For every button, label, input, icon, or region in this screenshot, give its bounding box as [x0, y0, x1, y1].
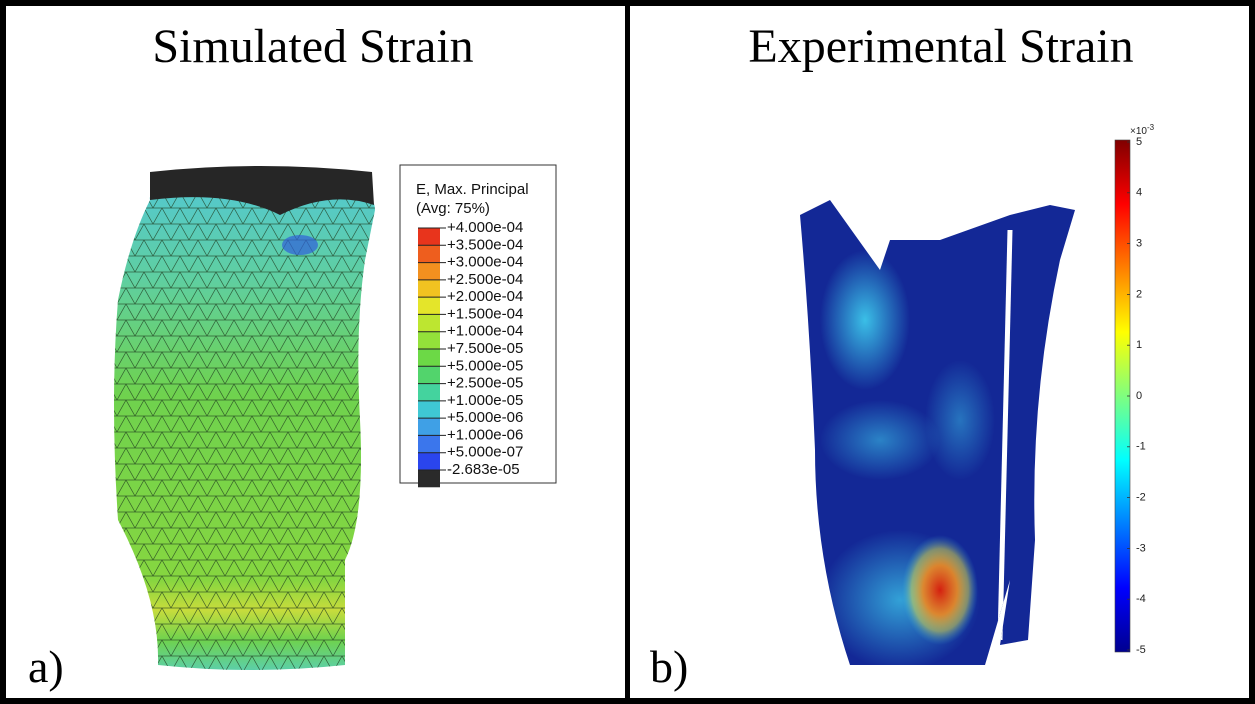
legend-swatch: [418, 262, 440, 280]
panel-label: a): [28, 641, 64, 692]
legend-label: +7.500e-05: [447, 340, 523, 357]
strain-region: [925, 360, 995, 480]
legend: +4.000e-04+3.500e-04+3.000e-04+2.500e-04…: [418, 219, 523, 488]
legend-swatch: [418, 470, 440, 488]
panel-label: b): [650, 641, 688, 692]
legend-label: +1.000e-04: [447, 323, 523, 340]
simulated-model: [114, 166, 375, 670]
divider: [625, 3, 630, 701]
legend-swatch: [418, 349, 440, 367]
legend-label: +5.000e-07: [447, 444, 523, 461]
model-mesh: [114, 170, 375, 670]
model-cap: [150, 166, 374, 215]
legend-swatch: [418, 228, 440, 246]
colorbar-tick-label: 0: [1136, 390, 1142, 402]
multiplier: ×10: [1130, 126, 1147, 137]
colorbar-multiplier: ×10-3: [1130, 123, 1155, 137]
legend-label: +3.000e-04: [447, 254, 523, 271]
legend-label: +1.000e-05: [447, 392, 523, 409]
legend-swatch: [418, 400, 440, 419]
strain-region: [820, 250, 910, 390]
legend-subtitle: (Avg: 75%): [416, 200, 490, 217]
legend-swatch: [418, 297, 440, 315]
legend-label: +2.500e-05: [447, 375, 523, 392]
gap: [997, 229, 1013, 641]
colorbar-tick-label: -3: [1136, 542, 1146, 554]
legend-swatch: [418, 383, 440, 401]
legend-label: +1.500e-04: [447, 305, 523, 322]
legend-label: -2.683e-05: [447, 461, 520, 478]
colorbar-tick-label: 3: [1136, 238, 1142, 250]
colorbar-tick-label: -2: [1136, 492, 1146, 504]
legend-swatch: [418, 418, 440, 436]
legend-label: +5.000e-06: [447, 409, 523, 426]
legend-label: +5.000e-05: [447, 357, 523, 374]
strain-region: [820, 400, 940, 480]
strain-region: [902, 535, 978, 645]
legend-swatch: [418, 314, 440, 332]
legend-label: +4.000e-04: [447, 219, 523, 236]
legend-swatch: [418, 245, 440, 263]
experimental-model: [800, 200, 1075, 665]
legend-swatch: [418, 331, 440, 349]
legend-swatch: [418, 435, 440, 453]
legend-swatch: [418, 452, 440, 470]
colorbar-tick-label: -4: [1136, 593, 1146, 605]
legend-swatch: [418, 366, 440, 384]
colorbar-ticks: 5 4 3 2 1 0 -1 -2 -3 -4 -5: [1127, 136, 1146, 656]
panel-title: Simulated Strain: [152, 20, 473, 73]
legend-label: +2.000e-04: [447, 288, 523, 305]
colorbar-tick-label: -1: [1136, 441, 1146, 453]
legend-label: +3.500e-04: [447, 236, 523, 253]
legend-swatch: [418, 279, 440, 298]
colorbar-tick-label: 4: [1136, 187, 1142, 199]
legend-label: +1.000e-06: [447, 426, 523, 443]
panel-title: Experimental Strain: [748, 20, 1133, 73]
legend-label: +2.500e-04: [447, 271, 523, 288]
legend-title: E, Max. Principal: [416, 181, 529, 198]
colorbar-tick-label: 2: [1136, 288, 1142, 300]
colorbar-tick-label: -5: [1136, 644, 1146, 656]
colorbar-tick-label: 1: [1136, 339, 1142, 351]
colorbar-tick-label: 5: [1136, 136, 1142, 148]
exponent: -3: [1147, 123, 1155, 132]
model-spot: [282, 235, 318, 255]
